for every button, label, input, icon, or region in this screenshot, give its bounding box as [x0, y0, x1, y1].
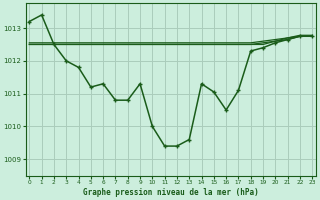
X-axis label: Graphe pression niveau de la mer (hPa): Graphe pression niveau de la mer (hPa)	[83, 188, 259, 197]
